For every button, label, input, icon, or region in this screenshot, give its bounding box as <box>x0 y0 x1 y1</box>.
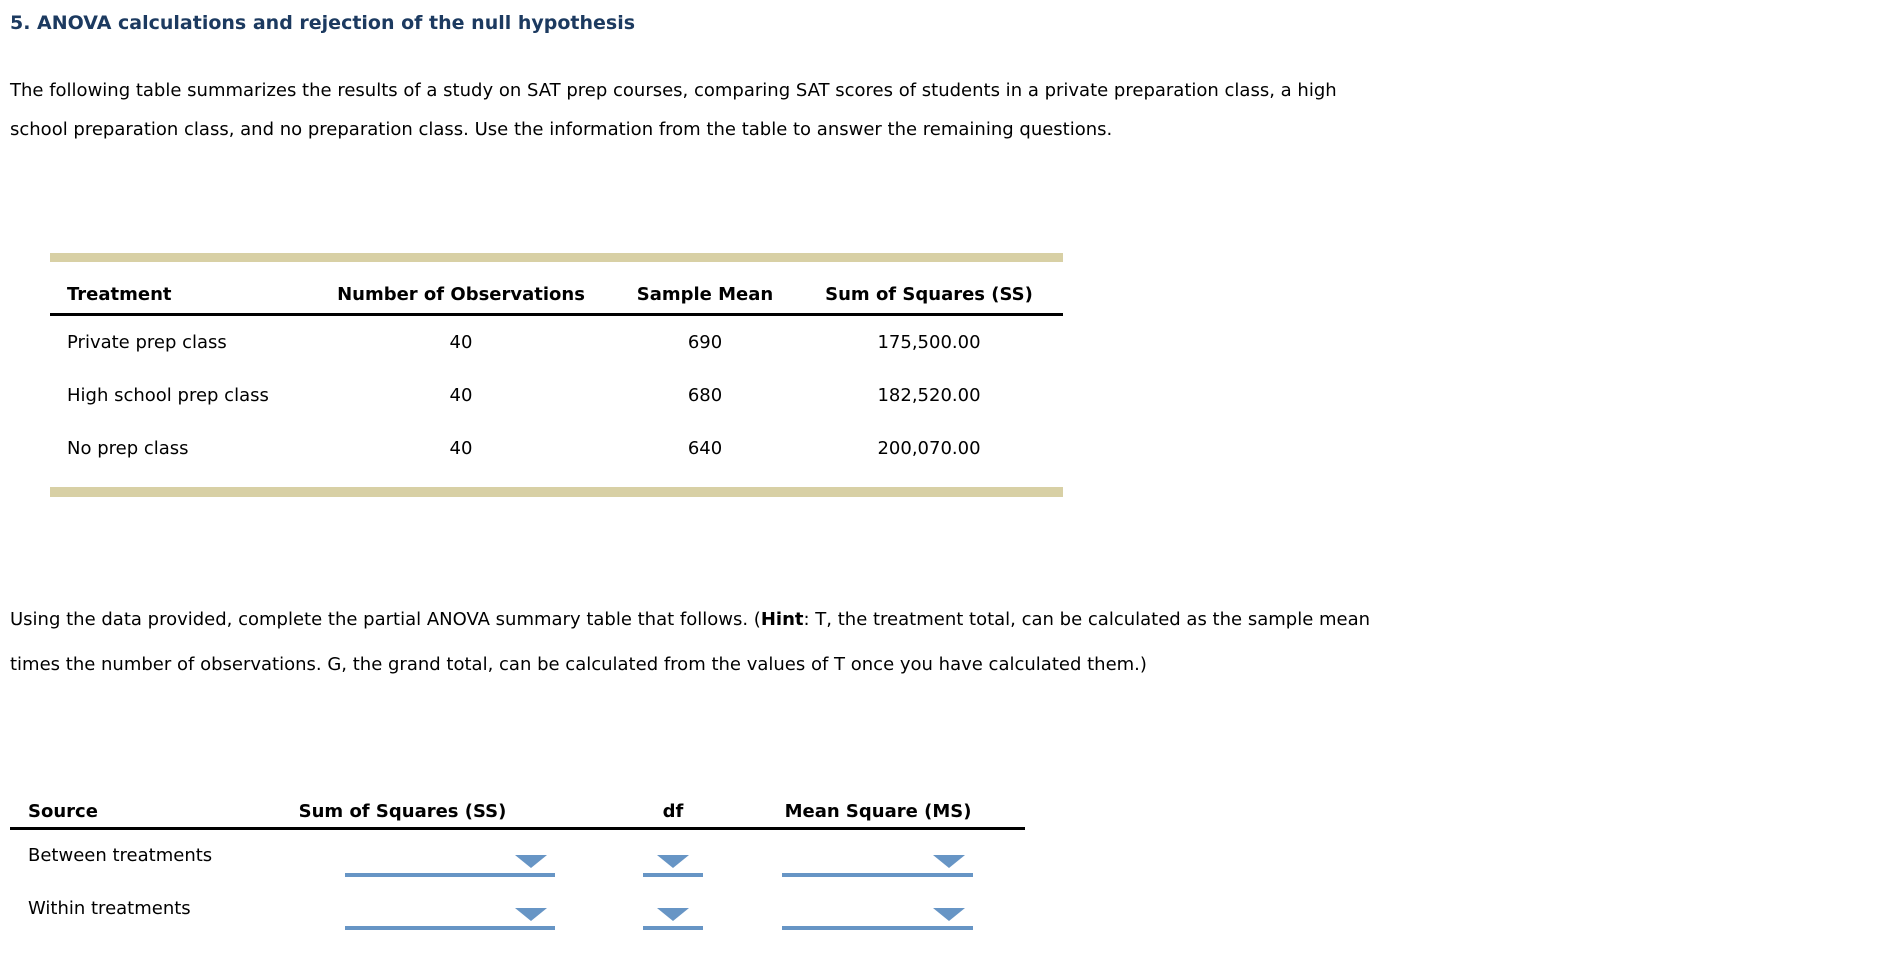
ms-within-dropdown[interactable] <box>782 908 973 930</box>
cell-sum-of-squares: 182,520.00 <box>877 385 981 406</box>
cell-sample-mean: 690 <box>687 332 723 353</box>
data-table-header-row: Treatment Number of Observations Sample … <box>50 262 1063 316</box>
instruction-line1-post: : T, the treatment total, can be calcula… <box>803 609 1371 630</box>
row-label-within-treatments: Within treatments <box>28 898 191 919</box>
col-header-sample-mean: Sample Mean <box>636 284 774 305</box>
cell-treatment: Private prep class <box>67 332 227 353</box>
anova-summary-table: Source Sum of Squares (SS) df Mean Squar… <box>10 795 1025 945</box>
intro-paragraph: The following table summarizes the resul… <box>10 71 1337 149</box>
dropdown-underline <box>345 873 555 877</box>
table-row: High school prep class 40 680 182,520.00 <box>50 369 1063 422</box>
row-label-between-treatments: Between treatments <box>28 845 213 866</box>
instruction-line-1: Using the data provided, complete the pa… <box>10 597 1370 642</box>
cell-sum-of-squares: 175,500.00 <box>877 332 981 353</box>
ss-between-dropdown[interactable] <box>345 855 555 877</box>
dropdown-arrow-icon <box>933 855 965 868</box>
cell-treatment: No prep class <box>67 438 189 459</box>
col-header-treatment: Treatment <box>67 284 172 305</box>
ss-within-dropdown[interactable] <box>345 908 555 930</box>
dropdown-arrow-icon <box>933 908 965 921</box>
dropdown-arrow-icon <box>515 855 547 868</box>
cell-observations: 40 <box>449 385 473 406</box>
sat-prep-data-table: Treatment Number of Observations Sample … <box>50 253 1063 497</box>
col-header-observations: Number of Observations <box>337 284 585 305</box>
intro-line-2: school preparation class, and no prepara… <box>10 119 1113 140</box>
dropdown-underline <box>345 926 555 930</box>
dropdown-underline <box>643 926 703 930</box>
anova-table-header-row: Source Sum of Squares (SS) df Mean Squar… <box>10 795 1025 830</box>
cell-sample-mean: 680 <box>687 385 723 406</box>
instruction-line1-pre: Using the data provided, complete the pa… <box>10 609 761 630</box>
cell-sample-mean: 640 <box>687 438 723 459</box>
cell-sum-of-squares: 200,070.00 <box>877 438 981 459</box>
hint-label: Hint <box>760 609 804 630</box>
col-header-df: df <box>662 801 684 822</box>
instruction-paragraph: Using the data provided, complete the pa… <box>10 597 1370 687</box>
dropdown-arrow-icon <box>657 855 689 868</box>
question-title: 5. ANOVA calculations and rejection of t… <box>10 12 636 34</box>
ms-between-dropdown[interactable] <box>782 855 973 877</box>
col-header-source: Source <box>28 801 98 822</box>
cell-observations: 40 <box>449 332 473 353</box>
cell-treatment: High school prep class <box>67 385 269 406</box>
cell-observations: 40 <box>449 438 473 459</box>
col-header-ss: Sum of Squares (SS) <box>298 801 507 822</box>
df-within-dropdown[interactable] <box>643 908 703 930</box>
table-bottom-border-bar <box>50 487 1063 497</box>
dropdown-underline <box>782 873 973 877</box>
col-header-sum-of-squares: Sum of Squares (SS) <box>825 284 1033 305</box>
intro-line-1: The following table summarizes the resul… <box>10 80 1337 101</box>
df-between-dropdown[interactable] <box>643 855 703 877</box>
dropdown-underline <box>782 926 973 930</box>
instruction-line-2: times the number of observations. G, the… <box>10 654 1147 675</box>
col-header-ms: Mean Square (MS) <box>784 801 972 822</box>
dropdown-arrow-icon <box>515 908 547 921</box>
table-row: No prep class 40 640 200,070.00 <box>50 422 1063 475</box>
dropdown-arrow-icon <box>657 908 689 921</box>
table-row: Private prep class 40 690 175,500.00 <box>50 316 1063 369</box>
dropdown-underline <box>643 873 703 877</box>
table-top-border-bar <box>50 253 1063 262</box>
